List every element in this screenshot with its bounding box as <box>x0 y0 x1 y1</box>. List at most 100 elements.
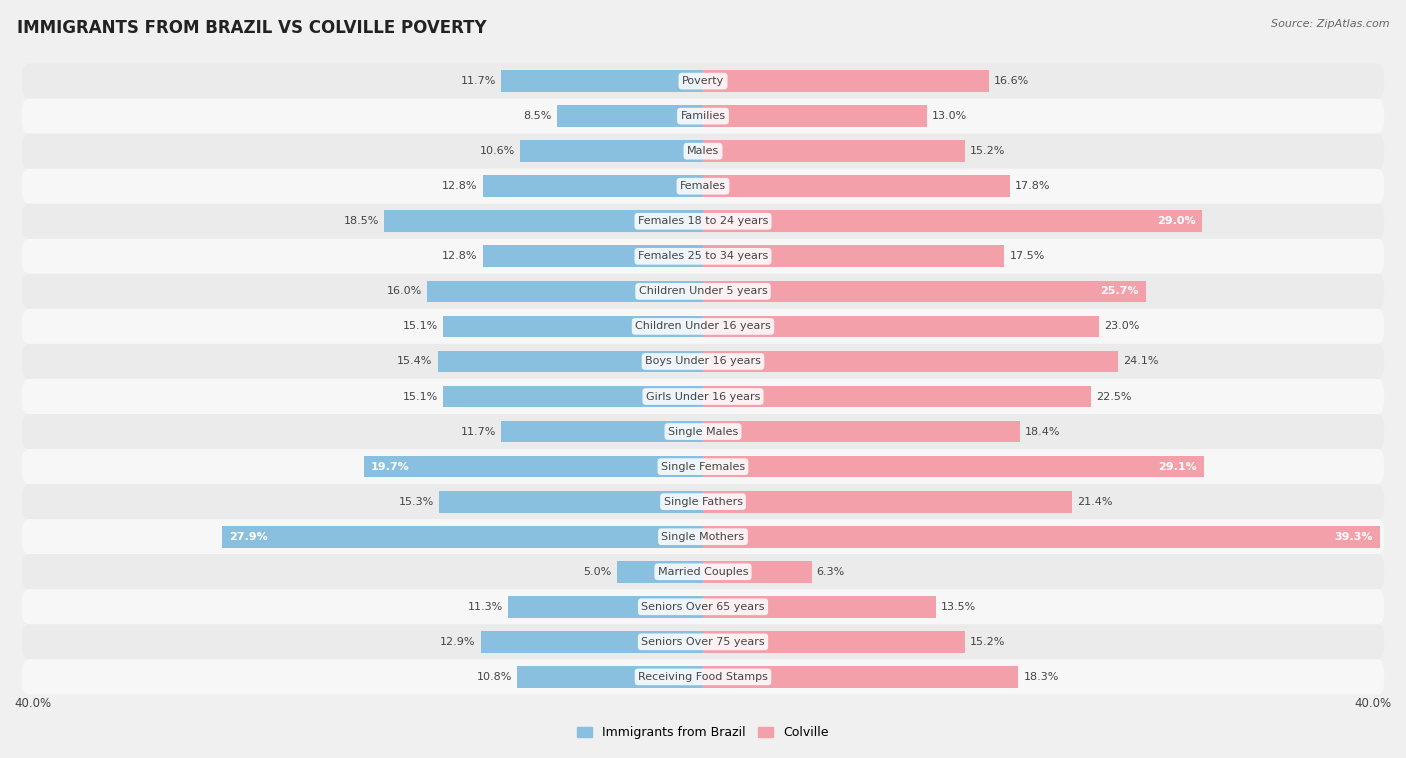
Text: 6.3%: 6.3% <box>817 567 845 577</box>
Text: 15.2%: 15.2% <box>970 146 1005 156</box>
Bar <box>703 386 1091 407</box>
Bar <box>502 70 703 92</box>
FancyBboxPatch shape <box>22 449 1384 484</box>
Bar <box>222 526 703 547</box>
Text: 12.8%: 12.8% <box>441 252 478 262</box>
Text: 25.7%: 25.7% <box>1101 287 1139 296</box>
Text: Males: Males <box>688 146 718 156</box>
Bar <box>703 105 927 127</box>
Text: 39.3%: 39.3% <box>1334 531 1374 542</box>
Text: Females: Females <box>681 181 725 191</box>
Text: 17.5%: 17.5% <box>1010 252 1045 262</box>
Bar <box>384 211 703 232</box>
Text: Children Under 16 years: Children Under 16 years <box>636 321 770 331</box>
FancyBboxPatch shape <box>22 64 1384 99</box>
Text: Poverty: Poverty <box>682 76 724 86</box>
Bar <box>427 280 703 302</box>
Text: 27.9%: 27.9% <box>229 531 269 542</box>
Text: Single Males: Single Males <box>668 427 738 437</box>
Text: 18.3%: 18.3% <box>1024 672 1059 682</box>
Bar <box>443 315 703 337</box>
Text: Children Under 5 years: Children Under 5 years <box>638 287 768 296</box>
Bar <box>703 596 935 618</box>
Text: 11.7%: 11.7% <box>461 76 496 86</box>
FancyBboxPatch shape <box>22 133 1384 169</box>
Text: Single Females: Single Females <box>661 462 745 471</box>
Text: 23.0%: 23.0% <box>1104 321 1140 331</box>
Bar <box>509 596 703 618</box>
Text: Girls Under 16 years: Girls Under 16 years <box>645 392 761 402</box>
FancyBboxPatch shape <box>22 309 1384 344</box>
Bar <box>437 351 703 372</box>
Text: 15.1%: 15.1% <box>402 321 437 331</box>
Bar <box>617 561 703 583</box>
Text: 15.3%: 15.3% <box>399 496 434 506</box>
Text: Seniors Over 65 years: Seniors Over 65 years <box>641 602 765 612</box>
Text: 10.8%: 10.8% <box>477 672 512 682</box>
Text: 10.6%: 10.6% <box>479 146 515 156</box>
Bar <box>502 421 703 443</box>
Text: 11.7%: 11.7% <box>461 427 496 437</box>
Bar <box>703 631 965 653</box>
Text: 8.5%: 8.5% <box>523 111 551 121</box>
FancyBboxPatch shape <box>22 379 1384 414</box>
Bar <box>703 140 965 162</box>
Text: Married Couples: Married Couples <box>658 567 748 577</box>
Bar <box>703 351 1118 372</box>
FancyBboxPatch shape <box>22 169 1384 204</box>
Bar <box>520 140 703 162</box>
Bar <box>482 175 703 197</box>
Text: 15.2%: 15.2% <box>970 637 1005 647</box>
Text: 11.3%: 11.3% <box>468 602 503 612</box>
Bar <box>703 315 1099 337</box>
Legend: Immigrants from Brazil, Colville: Immigrants from Brazil, Colville <box>572 722 834 744</box>
Bar <box>703 526 1379 547</box>
Text: 22.5%: 22.5% <box>1095 392 1132 402</box>
Text: 12.9%: 12.9% <box>440 637 475 647</box>
Bar <box>703 490 1071 512</box>
FancyBboxPatch shape <box>22 659 1384 694</box>
Text: Single Mothers: Single Mothers <box>661 531 745 542</box>
FancyBboxPatch shape <box>22 274 1384 309</box>
Text: 24.1%: 24.1% <box>1123 356 1159 366</box>
FancyBboxPatch shape <box>22 484 1384 519</box>
Bar <box>482 246 703 268</box>
Text: IMMIGRANTS FROM BRAZIL VS COLVILLE POVERTY: IMMIGRANTS FROM BRAZIL VS COLVILLE POVER… <box>17 19 486 37</box>
Text: 19.7%: 19.7% <box>371 462 409 471</box>
Text: 16.6%: 16.6% <box>994 76 1029 86</box>
Bar <box>703 70 988 92</box>
Bar <box>440 490 703 512</box>
Text: 21.4%: 21.4% <box>1077 496 1112 506</box>
Bar <box>364 456 703 478</box>
Bar <box>703 666 1018 688</box>
Text: 18.4%: 18.4% <box>1025 427 1060 437</box>
FancyBboxPatch shape <box>22 204 1384 239</box>
Text: 16.0%: 16.0% <box>387 287 422 296</box>
Text: 40.0%: 40.0% <box>1355 697 1392 709</box>
FancyBboxPatch shape <box>22 239 1384 274</box>
Bar <box>443 386 703 407</box>
Text: Females 18 to 24 years: Females 18 to 24 years <box>638 216 768 227</box>
FancyBboxPatch shape <box>22 519 1384 554</box>
Bar <box>517 666 703 688</box>
Text: 29.0%: 29.0% <box>1157 216 1195 227</box>
Bar <box>703 175 1010 197</box>
Text: 12.8%: 12.8% <box>441 181 478 191</box>
FancyBboxPatch shape <box>22 589 1384 625</box>
FancyBboxPatch shape <box>22 554 1384 589</box>
FancyBboxPatch shape <box>22 344 1384 379</box>
Bar <box>481 631 703 653</box>
Text: Source: ZipAtlas.com: Source: ZipAtlas.com <box>1271 19 1389 29</box>
Bar <box>703 421 1019 443</box>
Bar <box>703 280 1146 302</box>
Bar <box>703 456 1204 478</box>
Text: Boys Under 16 years: Boys Under 16 years <box>645 356 761 366</box>
Text: 15.1%: 15.1% <box>402 392 437 402</box>
Bar <box>703 561 811 583</box>
Text: 29.1%: 29.1% <box>1159 462 1198 471</box>
Text: 17.8%: 17.8% <box>1015 181 1050 191</box>
Bar <box>557 105 703 127</box>
Text: 15.4%: 15.4% <box>398 356 433 366</box>
Text: Seniors Over 75 years: Seniors Over 75 years <box>641 637 765 647</box>
FancyBboxPatch shape <box>22 414 1384 449</box>
